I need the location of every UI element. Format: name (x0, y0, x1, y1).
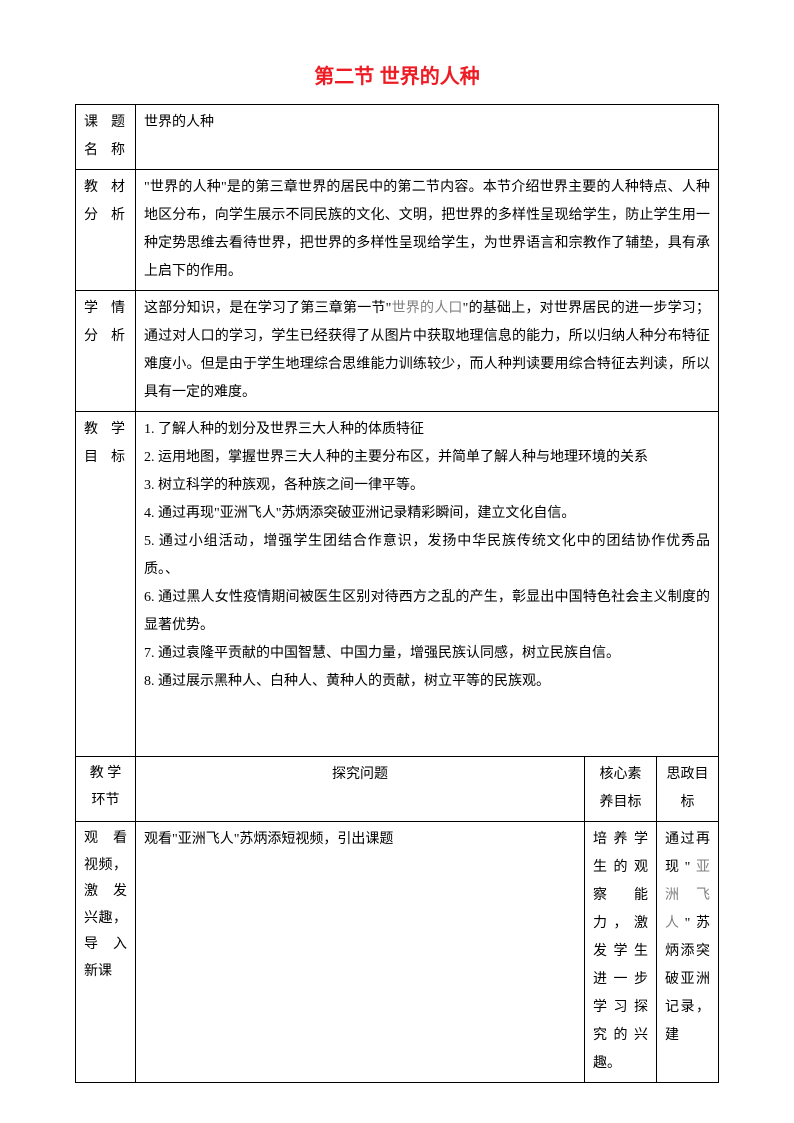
lesson-plan-table: 课题名称 世界的人种 教材分析 "世界的人种"是的第三章世界的居民中的第二节内容… (75, 104, 719, 1083)
goal-2: 2. 运用地图，掌握世界三大人种的主要分布区，并简单了解人种与地理环境的关系 (144, 444, 710, 472)
row-situation: 学情分析 这部分知识，是在学习了第三章第一节"世界的人口"的基础上，对世界居民的… (76, 291, 719, 412)
content-material: "世界的人种"是的第三章世界的居民中的第二节内容。本节介绍世界主要的人种特点、人… (136, 170, 719, 291)
page-title: 第二节 世界的人种 (75, 60, 719, 89)
header-question: 探究问题 (136, 757, 585, 822)
label-material: 教材分析 (76, 170, 136, 291)
core-video: 培养学生的观察能力，激发学生进一步学习探究的兴趣。 (585, 822, 657, 1083)
header-stage: 教 学环节 (76, 757, 136, 822)
goal-3: 3. 树立科学的种族观，各种族之间一律平等。 (144, 472, 710, 500)
goal-5: 5. 通过小组活动，增强学生团结合作意识，发扬中华民族传统文化中的团结协作优秀品… (144, 528, 710, 584)
situation-text-a: 这部分知识，是在学习了第三章第一节" (144, 301, 391, 316)
stage-video: 观 看视频，激 发兴趣，导 入新课 (76, 822, 136, 1083)
ideology-video: 通过再现"亚洲飞人"苏炳添突破亚洲记录，建 (657, 822, 719, 1083)
header-core: 核心素养目标 (585, 757, 657, 822)
label-goals: 教学目标 (76, 412, 136, 757)
row-material: 教材分析 "世界的人种"是的第三章世界的居民中的第二节内容。本节介绍世界主要的人… (76, 170, 719, 291)
question-video: 观看"亚洲飞人"苏炳添短视频，引出课题 (136, 822, 585, 1083)
ideology-text-c: "苏炳添突破亚洲记录，建 (665, 916, 710, 1043)
content-goals: 1. 了解人种的划分及世界三大人种的体质特征 2. 运用地图，掌握世界三大人种的… (136, 412, 719, 757)
row-goals: 教学目标 1. 了解人种的划分及世界三大人种的体质特征 2. 运用地图，掌握世界… (76, 412, 719, 757)
goal-6: 6. 通过黑人女性疫情期间被医生区别对待西方之乱的产生，彰显出中国特色社会主义制… (144, 584, 710, 640)
content-topic: 世界的人种 (136, 105, 719, 170)
goal-1: 1. 了解人种的划分及世界三大人种的体质特征 (144, 416, 710, 444)
goal-4: 4. 通过再现"亚洲飞人"苏炳添突破亚洲记录精彩瞬间，建立文化自信。 (144, 500, 710, 528)
label-topic: 课题名称 (76, 105, 136, 170)
row-topic: 课题名称 世界的人种 (76, 105, 719, 170)
header-ideology: 思政目标 (657, 757, 719, 822)
goal-7: 7. 通过袁隆平贡献的中国智慧、中国力量，增强民族认同感，树立民族自信。 (144, 640, 710, 668)
row-video: 观 看视频，激 发兴趣，导 入新课 观看"亚洲飞人"苏炳添短视频，引出课题 培养… (76, 822, 719, 1083)
goal-8: 8. 通过展示黑种人、白种人、黄种人的贡献，树立平等的民族观。 (144, 668, 710, 696)
row-header: 教 学环节 探究问题 核心素养目标 思政目标 (76, 757, 719, 822)
label-situation: 学情分析 (76, 291, 136, 412)
situation-text-gray: 世界的人口 (391, 301, 462, 316)
content-situation: 这部分知识，是在学习了第三章第一节"世界的人口"的基础上，对世界居民的进一步学习… (136, 291, 719, 412)
